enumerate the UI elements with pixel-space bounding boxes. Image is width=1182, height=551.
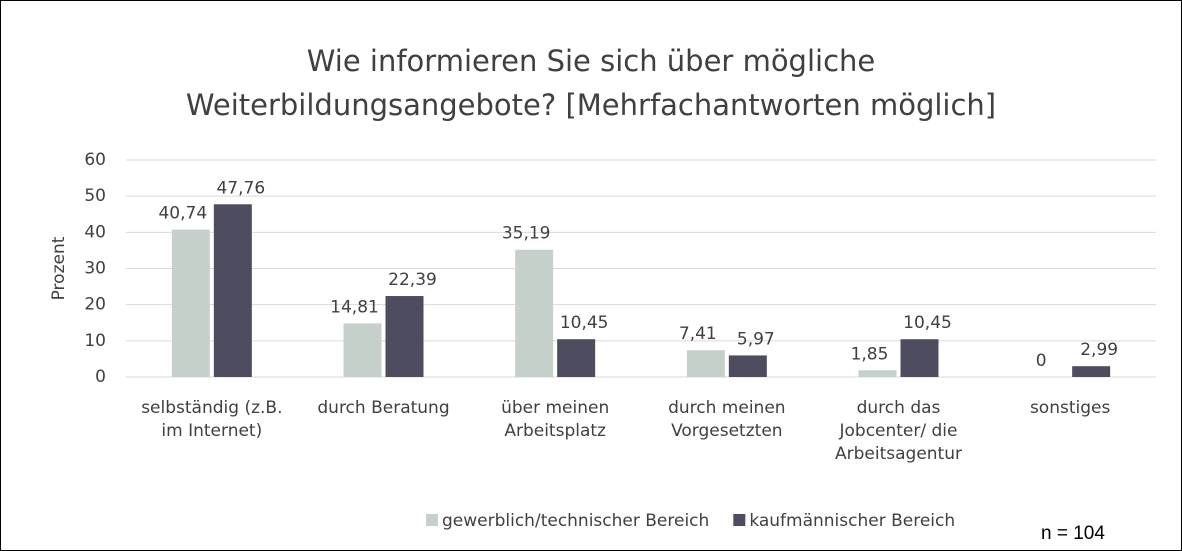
- data-label: 2,99: [1080, 340, 1118, 360]
- y-tick-label: 50: [84, 186, 106, 206]
- data-label: 10,45: [903, 313, 952, 333]
- bar: [557, 339, 596, 377]
- data-label: 0: [1036, 351, 1047, 371]
- data-label: 40,74: [158, 204, 207, 224]
- bar: [686, 350, 725, 377]
- data-label: 10,45: [560, 313, 609, 333]
- data-label: 35,19: [502, 224, 551, 244]
- y-axis-label: Prozent: [49, 236, 69, 300]
- bar: [1072, 366, 1111, 377]
- legend-label: kaufmännischer Bereich: [749, 511, 955, 531]
- x-tick-label: durch das Jobcenter/ die Arbeitsagentur: [835, 398, 962, 464]
- x-tick-label: sonstiges: [1029, 398, 1111, 418]
- data-label: 7,41: [679, 324, 717, 344]
- y-tick-label: 40: [84, 222, 106, 242]
- x-tick-label: durch Beratung: [317, 398, 450, 418]
- data-label: 22,39: [388, 270, 437, 290]
- data-label: 5,97: [737, 329, 775, 349]
- y-tick-label: 0: [95, 367, 106, 387]
- x-tick-label: selbständig (z.B. im Internet): [141, 398, 283, 441]
- x-tick-label: durch meinen Vorgesetzten: [668, 398, 786, 441]
- y-tick-label: 60: [84, 150, 106, 170]
- bar: [385, 296, 424, 377]
- data-label: 14,81: [330, 297, 379, 317]
- y-tick-label: 10: [84, 331, 106, 351]
- bar: [213, 204, 252, 377]
- bar: [858, 370, 897, 377]
- bar: [728, 355, 767, 377]
- bar: [515, 249, 554, 377]
- data-label: 47,76: [216, 178, 265, 198]
- legend-swatch: [426, 514, 438, 526]
- bar: [171, 229, 210, 377]
- x-tick-label: über meinen Arbeitsplatz: [501, 398, 610, 441]
- legend-swatch: [733, 514, 746, 526]
- y-tick-label: 20: [84, 295, 106, 315]
- y-tick-label: 30: [84, 259, 106, 279]
- data-label: 1,85: [851, 344, 889, 364]
- chart-title: Wie informieren Sie sich über mögliche W…: [185, 44, 997, 122]
- annotation: n = 104: [1041, 523, 1105, 544]
- bar: [343, 323, 382, 377]
- bar: [900, 339, 939, 377]
- legend-label: gewerblich/technischer Bereich: [442, 511, 709, 531]
